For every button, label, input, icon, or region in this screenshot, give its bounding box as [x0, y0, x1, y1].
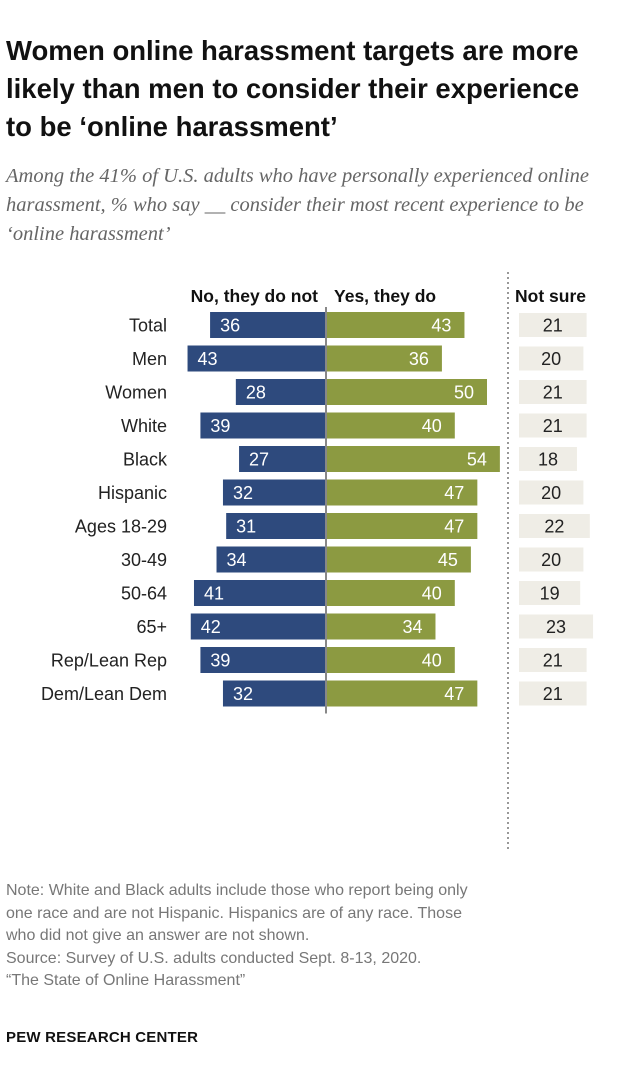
data-label-not-sure: 21: [543, 316, 563, 336]
bar-no: [226, 513, 326, 539]
data-label-not-sure: 20: [541, 483, 561, 503]
bar-not-sure: [519, 346, 584, 371]
data-label-not-sure: 18: [538, 450, 558, 470]
data-label-not-sure: 21: [543, 383, 563, 403]
data-label-yes: 50: [454, 383, 474, 403]
note-line: Note: White and Black adults include tho…: [6, 882, 468, 899]
bar-not-sure: [519, 480, 584, 505]
bar-no: [235, 379, 326, 405]
data-label-not-sure: 19: [540, 584, 560, 604]
data-label-yes: 54: [467, 450, 487, 470]
header-yes: Yes, they do: [334, 286, 436, 306]
header-not-sure: Not sure: [515, 286, 586, 306]
bar-no: [190, 613, 326, 640]
category-label: Men: [132, 349, 167, 369]
category-label: White: [121, 416, 167, 436]
bar-yes: [326, 647, 455, 673]
diverging-bar-chart: No, they do not Yes, they do Not sure Total…: [41, 272, 594, 850]
data-label-not-sure: 23: [546, 617, 566, 637]
category-label: Women: [105, 383, 167, 403]
bar-no: [210, 312, 326, 338]
bar-no: [239, 446, 326, 472]
bar-not-sure: [519, 313, 587, 337]
data-label-yes: 47: [444, 684, 464, 704]
data-label-no: 32: [233, 483, 253, 503]
category-label: Rep/Lean Rep: [51, 651, 167, 671]
header-no: No, they do not: [191, 286, 319, 306]
data-label-not-sure: 21: [543, 651, 563, 671]
notes-block: Note: White and Black adults include tho…: [6, 880, 611, 993]
bar-yes: [326, 412, 455, 439]
data-label-yes: 40: [422, 416, 442, 436]
data-label-not-sure: 21: [543, 416, 563, 436]
bar-not-sure: [519, 581, 581, 605]
data-label-yes: 43: [431, 316, 451, 336]
data-label-yes: 47: [444, 483, 464, 503]
bar-yes: [326, 345, 442, 372]
bar-not-sure: [519, 681, 587, 706]
source-line: Source: Survey of U.S. adults conducted …: [6, 949, 422, 967]
data-label-no: 34: [227, 550, 247, 570]
bar-no: [200, 412, 326, 439]
data-label-yes: 47: [444, 517, 464, 537]
chart-title: Women online harassment targets are more…: [6, 35, 580, 142]
chart-subtitle: Among the 41% of U.S. adults who have pe…: [6, 165, 589, 245]
bar-yes: [326, 379, 487, 405]
bar-yes: [326, 680, 478, 707]
data-label-yes: 45: [438, 550, 458, 570]
note-line: who did not give an answer are not shown…: [6, 927, 310, 944]
category-label: 30-49: [121, 550, 167, 570]
data-label-no: 32: [233, 684, 253, 704]
bar-yes: [326, 446, 500, 472]
category-label: Total: [129, 316, 167, 336]
note-line: one race and are not Hispanic. Hispanics…: [6, 904, 462, 922]
bar-no: [200, 647, 326, 673]
bar-yes: [326, 513, 478, 539]
data-label-not-sure: 22: [544, 517, 564, 537]
data-label-no: 39: [210, 416, 230, 436]
bar-no: [222, 479, 326, 506]
bar-not-sure: [519, 447, 577, 471]
bar-yes: [326, 546, 471, 573]
bar-yes: [326, 312, 465, 338]
data-label-yes: 34: [402, 617, 422, 637]
bar-not-sure: [519, 514, 590, 538]
data-label-no: 31: [236, 517, 256, 537]
bar-no: [187, 345, 326, 372]
data-label-not-sure: 20: [541, 550, 561, 570]
category-label: 50-64: [121, 584, 167, 604]
bar-not-sure: [519, 380, 587, 404]
bar-yes: [326, 479, 478, 506]
bar-not-sure: [519, 547, 584, 572]
bar-not-sure: [519, 648, 587, 672]
data-label-not-sure: 21: [543, 684, 563, 704]
data-label-no: 39: [210, 651, 230, 671]
data-label-yes: 40: [422, 651, 442, 671]
brand-logo-text: PEW RESEARCH CENTER: [6, 1029, 199, 1046]
data-label-yes: 36: [409, 349, 429, 369]
category-label: Dem/Lean Dem: [41, 684, 167, 704]
bar-not-sure: [519, 413, 587, 438]
bar-yes: [326, 580, 455, 606]
data-label-no: 42: [201, 617, 221, 637]
bar-yes: [326, 613, 436, 640]
category-label: Black: [123, 450, 168, 470]
category-label: Ages 18-29: [75, 517, 167, 537]
bar-not-sure: [519, 614, 594, 639]
bar-no: [193, 580, 326, 606]
bar-no: [216, 546, 326, 573]
data-label-not-sure: 20: [541, 349, 561, 369]
category-label: Hispanic: [98, 483, 167, 503]
bar-no: [222, 680, 326, 707]
category-label: 65+: [136, 617, 167, 637]
data-label-yes: 40: [422, 584, 442, 604]
data-label-no: 36: [220, 316, 240, 336]
data-label-no: 41: [204, 584, 224, 604]
data-label-no: 27: [249, 450, 269, 470]
report-title-line: “The State of Online Harassment”: [6, 972, 246, 989]
data-label-no: 28: [246, 383, 266, 403]
data-label-no: 43: [198, 349, 218, 369]
